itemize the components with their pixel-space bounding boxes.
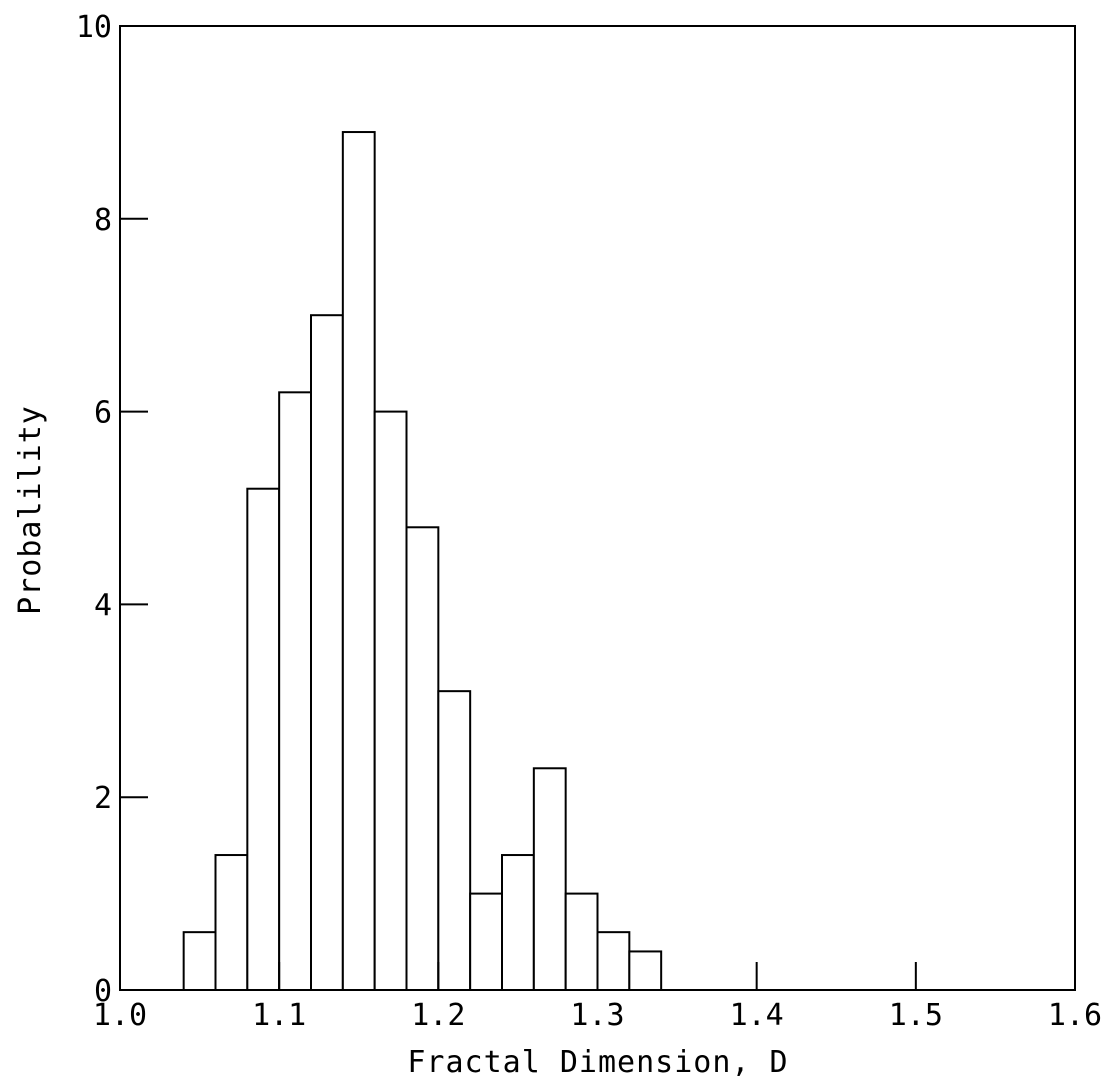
- x-tick-label: 1.0: [93, 998, 147, 1033]
- histogram-bar: [532, 767, 567, 992]
- x-tick-label: 1.1: [252, 998, 306, 1033]
- x-tick-label: 1.3: [570, 998, 624, 1033]
- histogram-bar: [501, 854, 535, 991]
- y-tick-label: 8: [94, 203, 112, 238]
- x-tick-label: 1.6: [1048, 998, 1102, 1033]
- histogram-bar: [310, 314, 344, 991]
- y-tick-label: 6: [94, 396, 112, 431]
- histogram-bars: [182, 131, 663, 992]
- y-tick-label: 0: [94, 974, 112, 1009]
- histogram-bar: [341, 131, 376, 992]
- y-axis-ticks: 0 2 4 6 8 10: [76, 10, 148, 1009]
- histogram-bar: [214, 854, 249, 991]
- histogram-bar: [628, 950, 663, 992]
- x-tick-label: 1.2: [411, 998, 465, 1033]
- histogram-bar: [437, 690, 472, 991]
- y-tick-label: 4: [94, 588, 112, 623]
- histogram-bar: [596, 931, 631, 991]
- y-axis-label: Probalility: [13, 405, 48, 615]
- histogram-bar: [405, 526, 440, 992]
- y-tick-label: 2: [94, 781, 112, 816]
- histogram-bar: [246, 487, 281, 991]
- x-tick-label: 1.4: [730, 998, 784, 1033]
- y-tick-label: 10: [76, 10, 112, 45]
- histogram-bar: [469, 892, 503, 991]
- histogram-bar: [278, 391, 312, 991]
- histogram-bar: [564, 892, 599, 991]
- histogram-bar: [373, 410, 408, 992]
- histogram-bar: [182, 931, 217, 991]
- x-axis-ticks: 1.0 1.1 1.2 1.3 1.4 1.5 1.6: [93, 962, 1102, 1033]
- x-tick-label: 1.5: [889, 998, 943, 1033]
- x-axis-label: Fractal Dimension, D: [407, 1045, 788, 1080]
